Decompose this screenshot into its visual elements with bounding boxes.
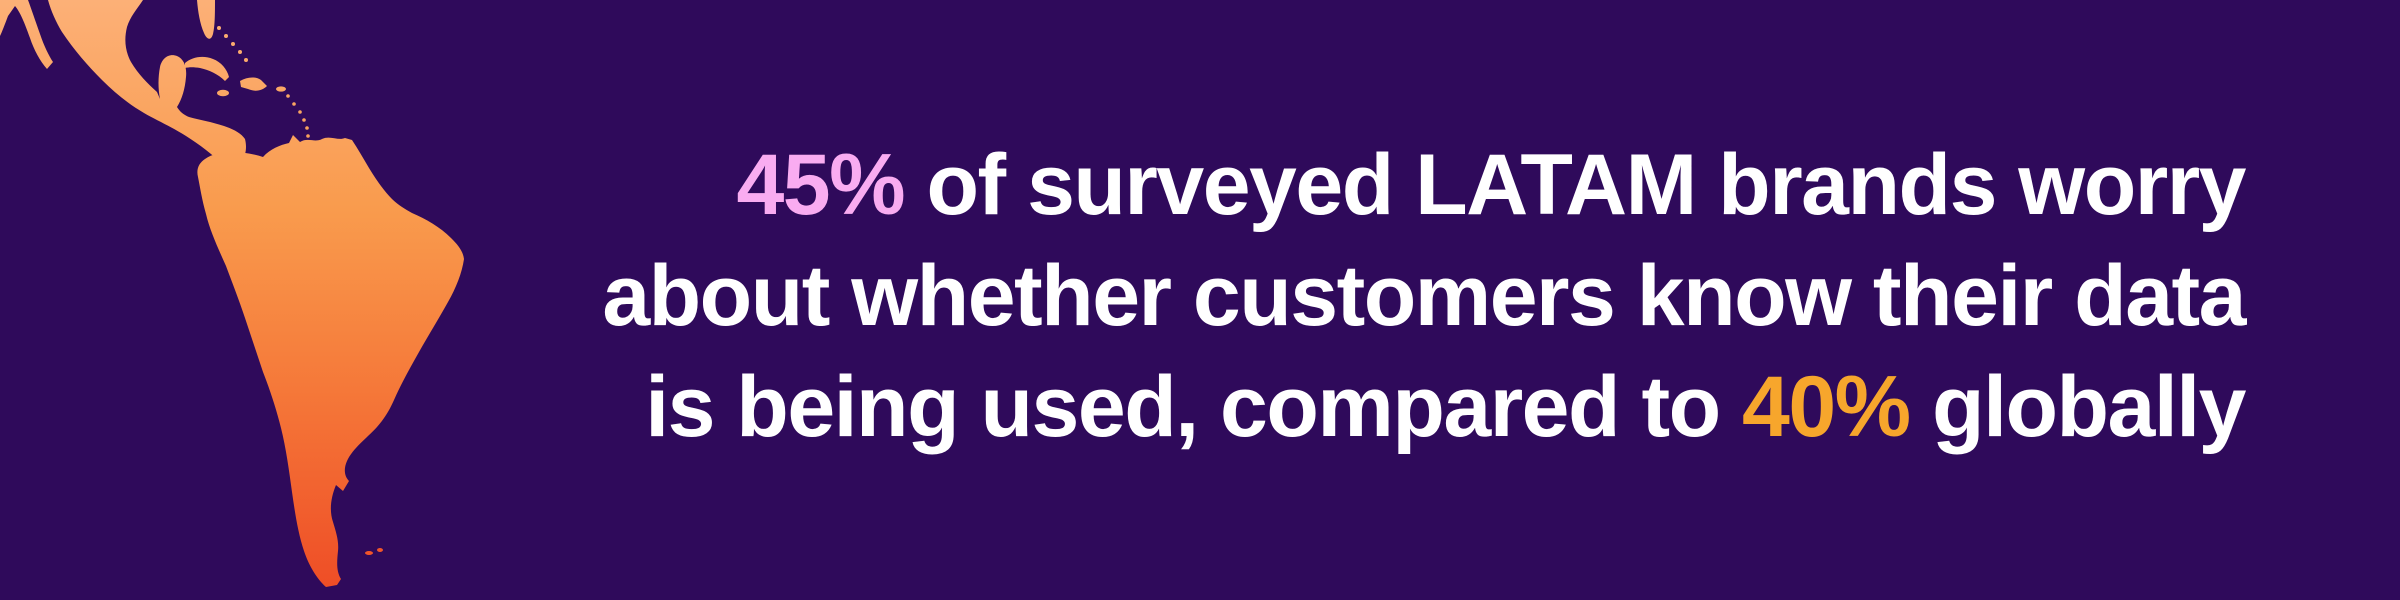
south-america-shape: [197, 135, 465, 587]
bahamas-island-dot: [231, 42, 235, 46]
headline-line-3-pre: is being used, compared to: [645, 359, 1743, 455]
antilles-island-dot: [305, 126, 309, 130]
florida-shape: [197, 0, 215, 39]
cuba-shape: [185, 56, 229, 81]
antilles-island-dot: [292, 102, 296, 106]
baja-california-shape: [0, 0, 53, 69]
headline: 45% of surveyed LATAM brands worry about…: [602, 130, 2247, 463]
falkland-island-dot: [377, 548, 383, 552]
headline-line-3-post: globally: [1909, 359, 2246, 455]
falkland-island-dot: [365, 551, 373, 555]
headline-line-3: is being used, compared to 40% globally: [602, 352, 2246, 463]
antilles-island-dot: [298, 110, 302, 114]
bahamas-island-dot: [224, 34, 228, 38]
bahamas-island-dot: [217, 26, 221, 30]
puerto-rico-shape: [276, 86, 286, 92]
mexico-central-america-shape: [48, 0, 268, 176]
antilles-island-dot: [306, 134, 310, 138]
stat-global-percent: 40%: [1742, 359, 1911, 455]
headline-line-1-text: of surveyed LATAM brands worry: [904, 137, 2247, 233]
stat-latam-percent: 45%: [736, 137, 905, 233]
headline-line-1: 45% of surveyed LATAM brands worry: [602, 130, 2247, 241]
bahamas-island-dot: [244, 58, 248, 62]
hispaniola-shape: [240, 77, 267, 91]
headline-line-2: about whether customers know their data: [602, 248, 2246, 344]
latam-map: [0, 0, 465, 587]
antilles-island-dot: [302, 118, 306, 122]
bahamas-island-dot: [238, 50, 242, 54]
jamaica-shape: [217, 89, 229, 97]
antilles-island-dot: [286, 94, 290, 98]
